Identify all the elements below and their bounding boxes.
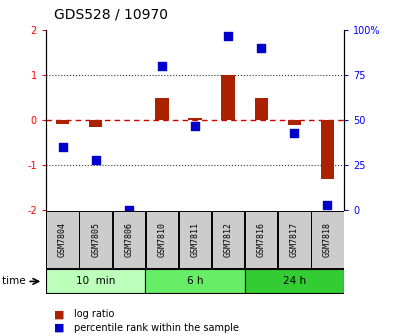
FancyBboxPatch shape [311,211,344,268]
Text: 10  min: 10 min [76,277,115,286]
Point [126,207,132,213]
Bar [222,75,235,120]
FancyBboxPatch shape [212,211,244,268]
FancyBboxPatch shape [245,269,344,294]
Point [291,130,298,135]
Bar [321,120,334,178]
Text: GSM7806: GSM7806 [124,222,133,257]
Text: GDS528 / 10970: GDS528 / 10970 [54,8,168,22]
Text: percentile rank within the sample: percentile rank within the sample [74,323,239,333]
FancyBboxPatch shape [46,269,145,294]
Bar [288,120,301,125]
Text: ■: ■ [54,323,64,333]
FancyBboxPatch shape [80,211,112,268]
Bar [89,120,102,127]
Point [192,123,198,128]
Text: GSM7810: GSM7810 [157,222,166,257]
Text: GSM7818: GSM7818 [323,222,332,257]
Text: GSM7805: GSM7805 [91,222,100,257]
Text: GSM7817: GSM7817 [290,222,299,257]
FancyBboxPatch shape [46,211,79,268]
Bar [155,98,168,120]
Point [59,144,66,150]
Text: 24 h: 24 h [283,277,306,286]
FancyBboxPatch shape [112,211,145,268]
Text: GSM7812: GSM7812 [224,222,233,257]
Text: GSM7811: GSM7811 [190,222,200,257]
Text: GSM7804: GSM7804 [58,222,67,257]
Bar [56,120,69,124]
Point [92,157,99,162]
Bar [188,118,202,120]
FancyBboxPatch shape [245,211,278,268]
Point [225,33,231,38]
Text: log ratio: log ratio [74,309,114,319]
FancyBboxPatch shape [145,269,245,294]
Point [258,46,264,51]
Text: ■: ■ [54,309,64,319]
Bar [254,98,268,120]
Point [324,202,331,207]
Point [159,64,165,69]
FancyBboxPatch shape [179,211,211,268]
FancyBboxPatch shape [146,211,178,268]
Text: 6 h: 6 h [187,277,203,286]
Text: time: time [2,277,29,286]
FancyBboxPatch shape [278,211,310,268]
Text: GSM7816: GSM7816 [257,222,266,257]
